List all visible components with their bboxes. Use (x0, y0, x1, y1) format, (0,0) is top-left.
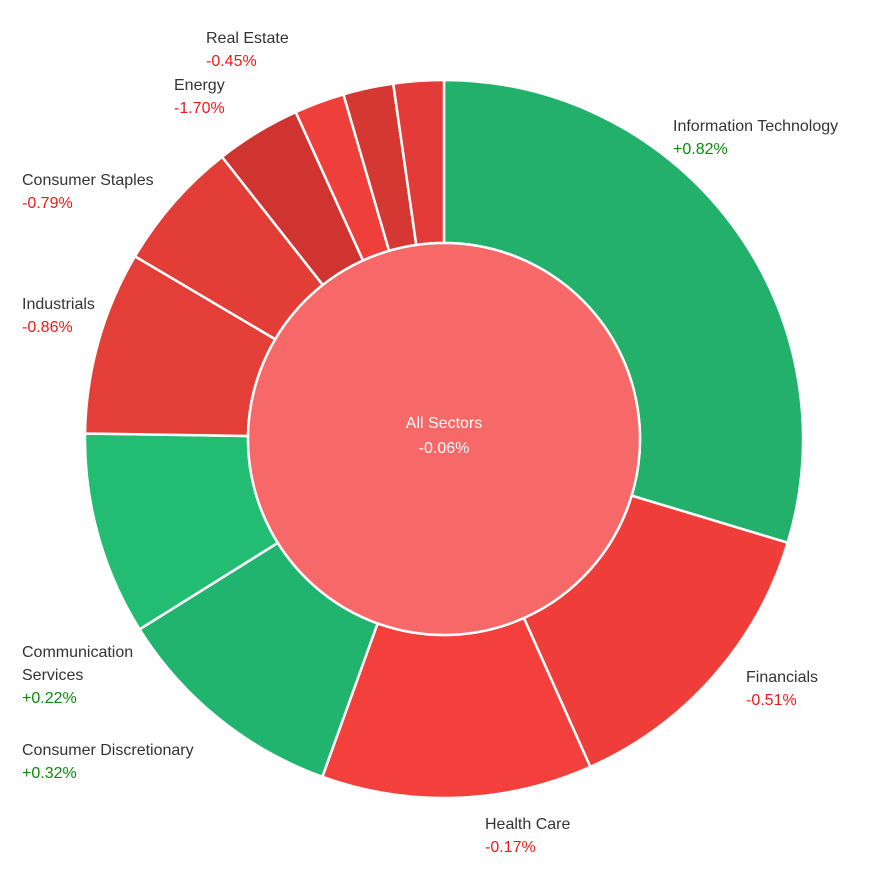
label-communication-services: Communication Services (22, 644, 133, 684)
label-consumer-staples: Consumer Staples (22, 172, 154, 189)
value-consumer-discretionary: +0.32% (22, 765, 77, 782)
label-consumer-discretionary: Consumer Discretionary (22, 742, 194, 759)
center-label: All Sectors (406, 415, 482, 432)
value-consumer-staples: -0.79% (22, 195, 73, 212)
value-financials: -0.51% (746, 692, 797, 709)
label-energy: Energy (174, 77, 225, 94)
value-health-care: -0.17% (485, 839, 536, 856)
center-value: -0.06% (419, 440, 470, 457)
label-industrials: Industrials (22, 296, 95, 313)
value-energy: -1.70% (174, 100, 225, 117)
value-industrials: -0.86% (22, 319, 73, 336)
label-real-estate: Real Estate (206, 30, 289, 47)
value-real-estate: -0.45% (206, 53, 257, 70)
value-communication-services: +0.22% (22, 690, 77, 707)
value-information-technology: +0.82% (673, 141, 728, 158)
center-all-sectors-disc[interactable] (246, 241, 642, 637)
label-information-technology: Information Technology (673, 118, 838, 135)
sector-slices (83, 78, 805, 800)
label-health-care: Health Care (485, 816, 570, 833)
label-financials: Financials (746, 669, 818, 686)
sector-labels: Information Technology +0.82% Financials -0… (22, 30, 838, 856)
